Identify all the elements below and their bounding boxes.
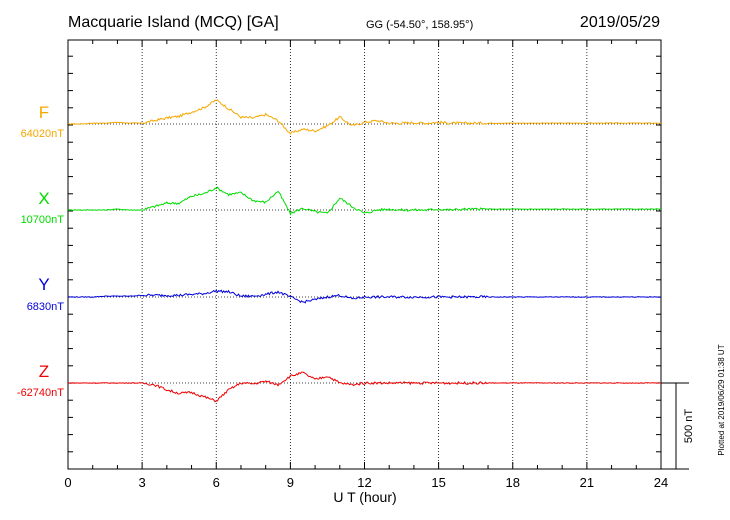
x-tick-labels: 0 3 6 9 12 15 18 21 24 bbox=[64, 475, 668, 490]
traces bbox=[67, 99, 662, 403]
chart-title: Macquarie Island (MCQ) [GA] bbox=[68, 14, 279, 31]
scale-bar: 500 nT bbox=[661, 382, 695, 470]
channel-baseline-z: -62740nT bbox=[17, 387, 64, 399]
trace-y bbox=[67, 289, 662, 304]
x-tick-label: 12 bbox=[357, 475, 371, 490]
x-tick-label: 0 bbox=[64, 475, 71, 490]
channel-baseline-y: 6830nT bbox=[27, 301, 65, 313]
x-tick-label: 3 bbox=[139, 475, 146, 490]
trace-f bbox=[68, 99, 662, 135]
trace-z bbox=[68, 371, 662, 403]
channel-name-x: X bbox=[38, 189, 49, 208]
channel-labels: F 64020nT X 10700nT Y 6830nT Z -62740nT bbox=[17, 103, 64, 399]
channel-name-y: Y bbox=[38, 275, 49, 294]
x-tick-label: 9 bbox=[287, 475, 294, 490]
chart-date: 2019/05/29 bbox=[580, 14, 660, 31]
channel-baseline-x: 10700nT bbox=[21, 214, 65, 226]
axis-ticks bbox=[67, 40, 662, 470]
trace-x bbox=[67, 186, 662, 216]
plot-frame bbox=[67, 39, 662, 470]
x-tick-label: 15 bbox=[431, 475, 445, 490]
scale-bar-label: 500 nT bbox=[683, 409, 695, 444]
x-tick-label: 24 bbox=[654, 475, 668, 490]
plotted-timestamp: Plotted at 2019/06/29 01:38 UT bbox=[717, 344, 726, 455]
channel-name-f: F bbox=[39, 103, 49, 122]
grid-lines bbox=[68, 40, 661, 469]
x-tick-label: 18 bbox=[506, 475, 520, 490]
channel-baseline-f: 64020nT bbox=[21, 128, 65, 140]
channel-name-z: Z bbox=[39, 362, 49, 381]
station-coordinates: GG (-54.50°, 158.95°) bbox=[366, 19, 473, 31]
x-tick-label: 6 bbox=[213, 475, 220, 490]
x-axis-label: U T (hour) bbox=[333, 489, 396, 505]
x-tick-label: 21 bbox=[580, 475, 594, 490]
